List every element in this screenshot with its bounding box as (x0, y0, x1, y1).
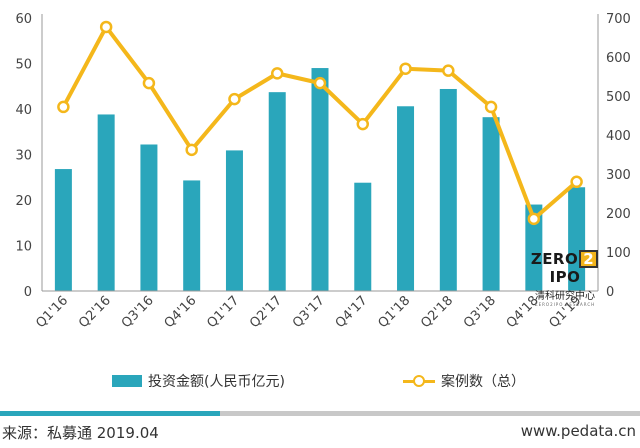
line-point (484, 100, 498, 114)
left-tick-label: 60 (15, 12, 32, 27)
line-point (313, 76, 327, 90)
x-tick-label: Q2'18 (418, 293, 456, 331)
line-point (185, 143, 198, 157)
right-tick-label: 0 (606, 285, 614, 300)
bar (354, 182, 372, 291)
line-point (399, 62, 412, 75)
bar (97, 114, 115, 292)
left-tick-label: 30 (15, 149, 32, 164)
x-tick-label: Q1'16 (33, 293, 71, 331)
bar-series (54, 68, 586, 292)
legend-line-swatch (403, 375, 435, 387)
right-tick-label: 500 (606, 90, 631, 105)
left-axis: 0 10 20 30 40 50 60 (15, 12, 43, 300)
legend-line-label: 案例数（总） (441, 374, 525, 390)
line-series (57, 20, 583, 226)
website-text: www.pedata.cn (520, 422, 636, 440)
bar (183, 180, 201, 291)
footer-divider (0, 411, 640, 416)
line-point (270, 67, 284, 80)
x-tick-label: Q3'16 (119, 293, 157, 331)
legend-bar-swatch (112, 375, 142, 387)
line-point (57, 100, 70, 114)
right-tick-label: 300 (606, 168, 631, 183)
watermark-tiny: ZERO2IPO RESEARCH (534, 302, 596, 307)
bar (140, 144, 158, 291)
x-tick-label: Q1'18 (375, 293, 413, 331)
left-tick-label: 50 (15, 58, 32, 73)
chart: 0 10 20 30 40 50 60 0 100 200 300 400 500 600 700 Q1'… (15, 12, 631, 331)
bar (225, 150, 243, 291)
legend-item-line: 案例数（总） (403, 371, 525, 391)
bar (482, 117, 500, 291)
right-tick-label: 400 (606, 129, 631, 144)
bar (439, 88, 457, 291)
left-tick-label: 0 (24, 285, 32, 300)
legend-bar-label: 投资金额(人民币亿元) (148, 374, 285, 390)
x-tick-label: Q1'17 (204, 293, 242, 331)
zero2ipo-watermark: ZERO 2IPO 清科研究中心 ZERO2IPO RESEARCH (525, 250, 605, 307)
line-point (442, 64, 455, 77)
right-axis: 0 100 200 300 400 500 600 700 (597, 12, 631, 300)
legend: 投资金额(人民币亿元) 案例数（总） (0, 371, 640, 393)
watermark-subtitle: 清科研究中心 (535, 291, 595, 302)
bar (268, 92, 286, 291)
right-tick-label: 200 (606, 207, 631, 222)
bar (54, 169, 72, 291)
source-text: 来源：私募通 2019.04 (2, 424, 159, 442)
line-point (142, 76, 156, 90)
line-point (356, 117, 370, 131)
x-tick-label: Q2'16 (76, 293, 114, 331)
bar (397, 106, 415, 292)
x-tick-label: Q2'17 (247, 293, 285, 331)
left-tick-label: 10 (15, 240, 32, 255)
x-axis: Q1'16 Q2'16 Q3'16 Q4'16 Q1'17 Q2'17 Q3'17 Q4'17… (33, 290, 598, 331)
bar (525, 204, 543, 291)
x-tick-label: Q4'16 (162, 293, 200, 331)
legend-item-bar: 投资金额(人民币亿元) (112, 371, 285, 391)
watermark-logo: ZERO 2IPO (525, 250, 605, 286)
left-tick-label: 20 (15, 194, 32, 209)
left-tick-label: 40 (15, 103, 32, 118)
line-point (99, 20, 113, 34)
x-tick-label: Q3'18 (461, 293, 499, 331)
line-point (527, 212, 541, 226)
x-tick-label: Q3'17 (290, 293, 328, 331)
line-point (228, 92, 241, 106)
right-tick-label: 100 (606, 246, 631, 261)
line-point (570, 175, 583, 189)
bar (311, 68, 329, 291)
x-tick-label: Q4'17 (333, 293, 371, 331)
right-tick-label: 600 (606, 51, 631, 66)
right-tick-label: 700 (606, 12, 631, 27)
